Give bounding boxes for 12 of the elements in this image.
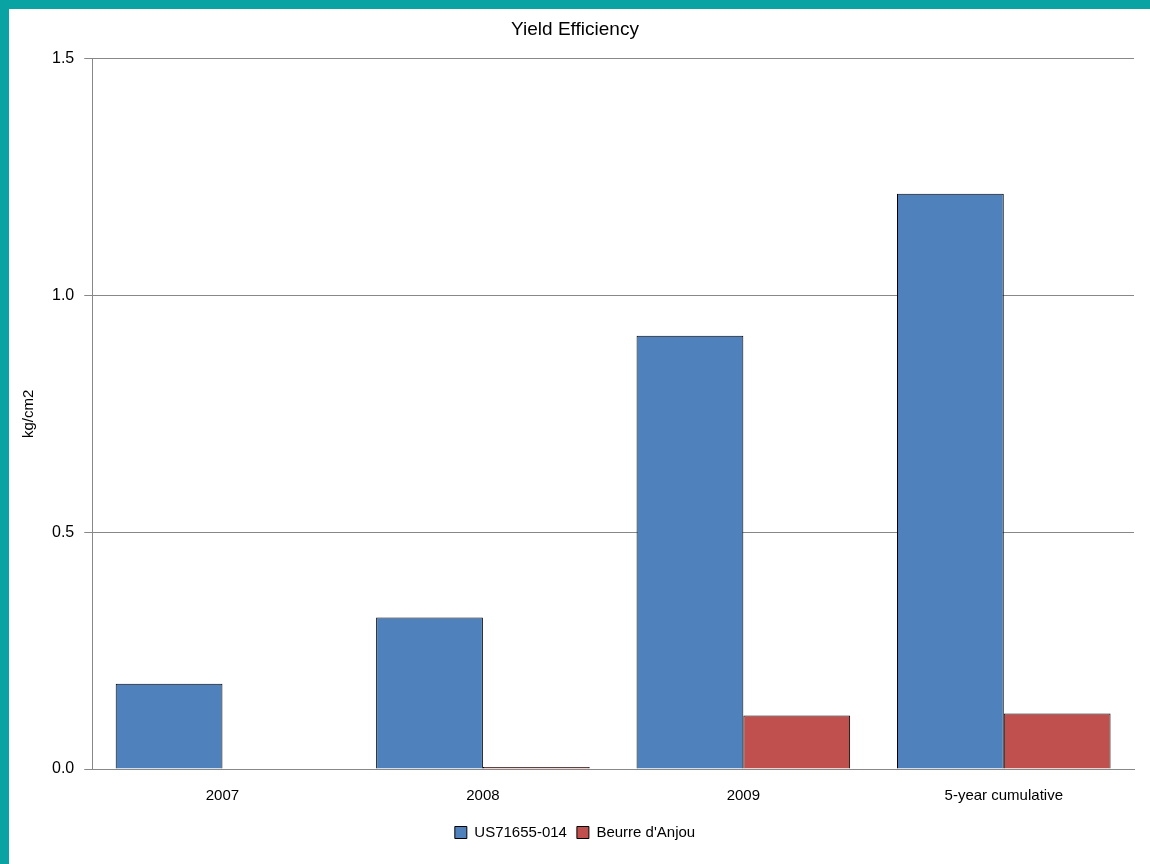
y-axis-title: kg/cm2 <box>19 389 37 439</box>
legend-label: Beurre d'Anjou <box>596 822 696 840</box>
x-tick-label: 5-year cumulative <box>944 786 1063 804</box>
x-tick-label: 2009 <box>726 786 761 804</box>
y-tick-label: 0.0 <box>51 759 75 777</box>
chart-title: Yield Efficiency <box>511 17 640 39</box>
legend-label: US71655-014 <box>474 822 567 840</box>
y-tick-label: 1.0 <box>51 285 75 303</box>
y-tick-label: 1.5 <box>51 49 75 67</box>
x-tick-label: 2008 <box>466 786 500 804</box>
x-tick-label: 2007 <box>205 786 240 804</box>
y-tick-label: 0.5 <box>51 522 75 540</box>
